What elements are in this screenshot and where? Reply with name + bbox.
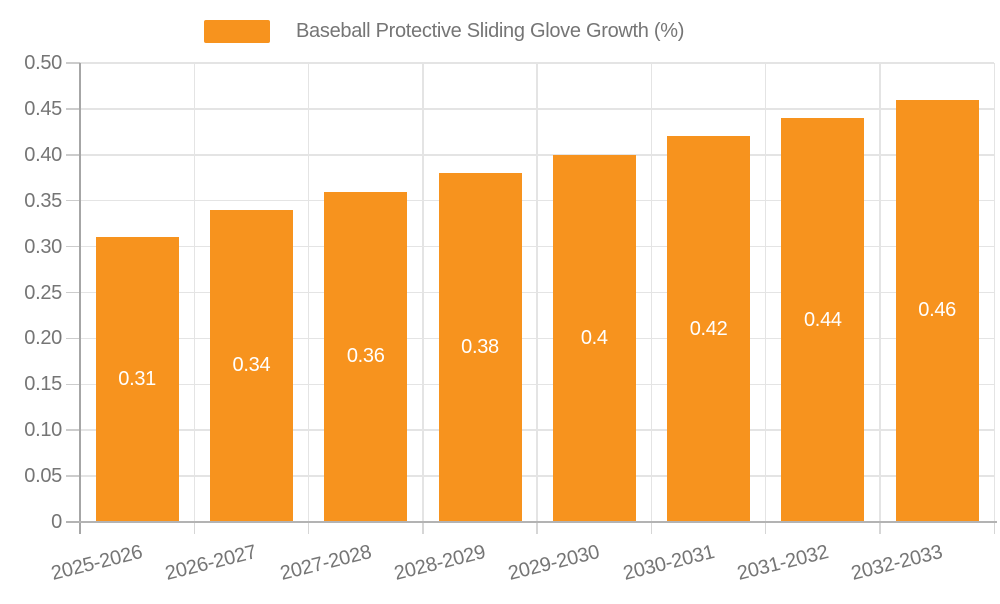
y-tick	[66, 245, 80, 248]
bar-value-label: 0.46	[918, 299, 957, 322]
x-gridline	[536, 63, 538, 522]
y-axis-tick-label: 0.45	[24, 97, 62, 120]
y-axis-tick-label: 0.20	[24, 327, 62, 350]
y-tick	[66, 337, 80, 340]
bar-2026-2027[interactable]	[209, 209, 293, 522]
bar-value-label: 0.36	[346, 345, 385, 368]
bar-2027-2028[interactable]	[324, 191, 408, 522]
bar-2028-2029[interactable]	[438, 173, 522, 522]
y-tick	[66, 62, 80, 64]
bar-2031-2032[interactable]	[781, 118, 865, 522]
bar-value-label: 0.44	[803, 308, 842, 331]
bar-2032-2033[interactable]	[895, 99, 979, 522]
y-tick	[66, 291, 80, 294]
bar-value-label: 0.34	[232, 354, 271, 377]
x-tick	[536, 522, 538, 534]
x-gridline	[193, 63, 196, 522]
y-axis-tick-label: 0	[51, 511, 62, 533]
x-tick	[193, 522, 196, 534]
x-gridline	[879, 63, 881, 522]
y-tick	[66, 383, 80, 386]
y-axis-tick-label: 0.05	[24, 465, 62, 488]
x-axis-line	[66, 521, 997, 523]
x-tick	[307, 522, 310, 534]
y-axis-tick-label: 0.35	[24, 189, 62, 212]
y-axis-tick-label: 0.15	[24, 373, 62, 396]
bar-2029-2030[interactable]	[552, 154, 636, 522]
y-axis-tick-label: 0.50	[24, 52, 62, 74]
y-axis-tick-label: 0.40	[24, 143, 62, 166]
bar-value-label: 0.4	[580, 326, 608, 349]
legend[interactable]: Baseball Protective Sliding Glove Growth…	[204, 20, 684, 43]
y-tick	[66, 154, 80, 156]
x-gridline	[764, 63, 767, 522]
y-tick	[66, 108, 80, 110]
bar-2025-2026[interactable]	[95, 237, 179, 522]
y-axis-tick-label: 0.30	[24, 235, 62, 258]
y-tick	[66, 199, 80, 202]
x-gridline	[650, 63, 653, 522]
x-tick	[422, 522, 424, 534]
y-axis-tick-label: 0.10	[24, 419, 62, 442]
bar-value-label: 0.42	[689, 317, 728, 340]
x-tick	[764, 522, 767, 534]
legend-swatch[interactable]	[204, 20, 270, 43]
bar-value-label: 0.38	[461, 336, 499, 359]
x-gridline	[307, 63, 310, 522]
y-axis-line	[79, 63, 81, 534]
y-tick	[66, 475, 80, 477]
y-tick	[66, 429, 80, 431]
x-gridline	[422, 63, 424, 522]
x-tick	[993, 522, 996, 534]
x-tick	[650, 522, 653, 534]
bar-2030-2031[interactable]	[667, 136, 751, 522]
bar-value-label: 0.31	[118, 368, 156, 391]
x-tick	[879, 522, 881, 534]
legend-label[interactable]: Baseball Protective Sliding Glove Growth…	[296, 20, 685, 42]
x-gridline	[993, 63, 996, 522]
y-axis-tick-label: 0.25	[24, 281, 62, 304]
